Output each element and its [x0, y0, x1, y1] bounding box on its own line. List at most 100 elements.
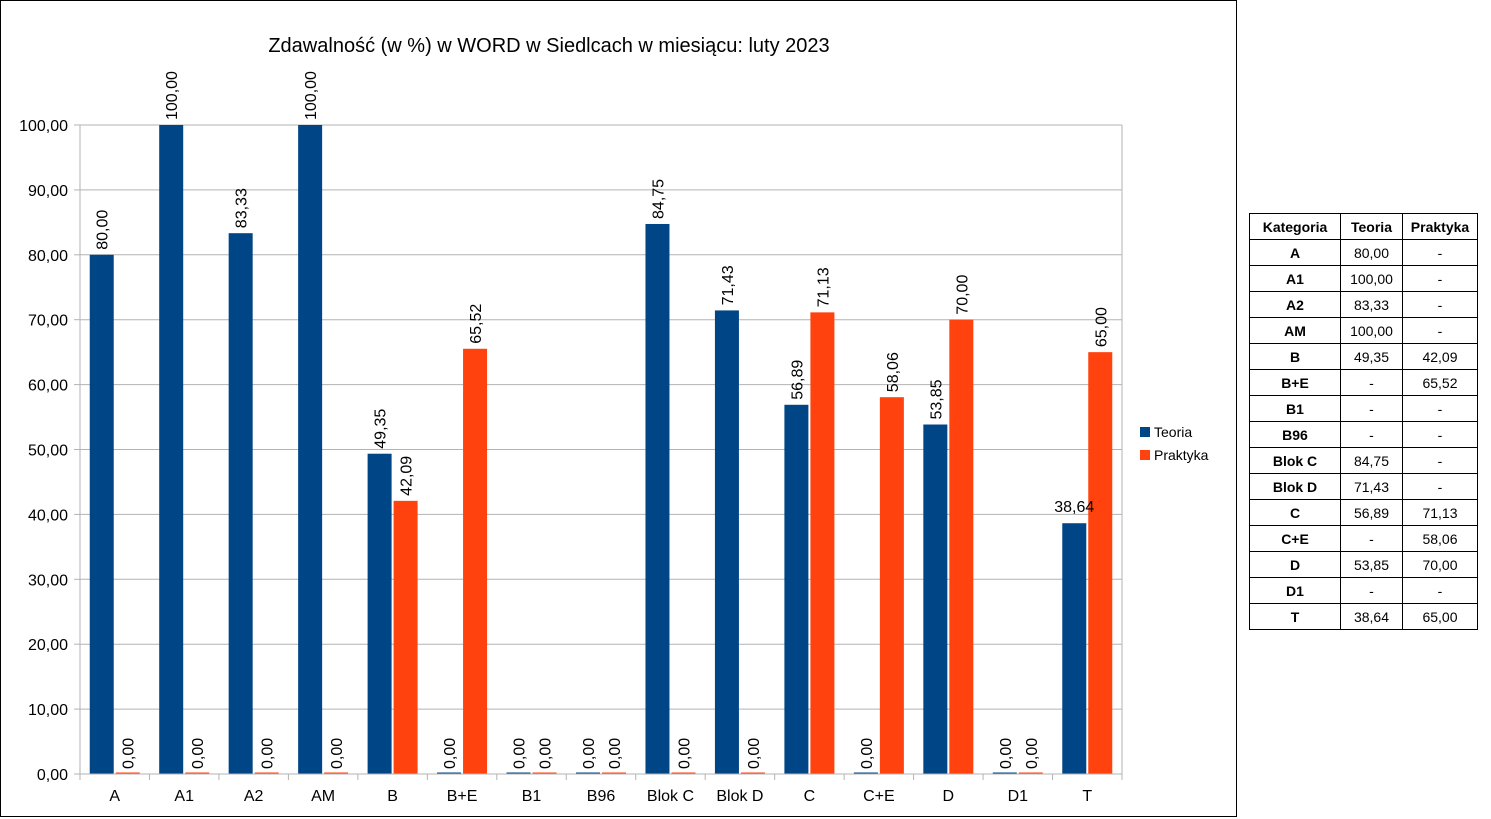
- table-row: A 80,00-: [1249, 239, 1478, 266]
- bar-praktyka: [324, 772, 349, 774]
- table-cell-category: D: [1249, 551, 1341, 578]
- table-cell-praktyka: 65,00: [1402, 603, 1478, 630]
- data-label: 49,35: [373, 409, 390, 449]
- data-label: 0,00: [512, 738, 529, 769]
- bar-praktyka: [115, 772, 140, 774]
- data-label: 0,00: [676, 738, 693, 769]
- x-tick-label: D1: [1008, 788, 1029, 805]
- table-cell-category: B1: [1249, 395, 1341, 422]
- bar-teoria: [159, 125, 184, 774]
- bar-teoria: [298, 125, 323, 774]
- bar-teoria: [89, 254, 114, 775]
- table-header-row: Kategoria Teoria Praktyka: [1249, 213, 1478, 240]
- data-label: 71,43: [720, 265, 737, 305]
- bar-teoria: [576, 772, 600, 774]
- data-label: 70,00: [954, 275, 971, 315]
- bar-teoria: [923, 424, 948, 774]
- data-label: 0,00: [859, 738, 876, 769]
- data-label: 0,00: [1024, 738, 1041, 769]
- table-cell-category: B+E: [1249, 369, 1341, 396]
- bar-praktyka: [949, 319, 974, 774]
- y-tick-label: 30,00: [28, 572, 68, 589]
- x-tick-label: C: [804, 788, 816, 805]
- x-tick-label: D: [943, 788, 955, 805]
- y-tick-label: 50,00: [28, 443, 68, 460]
- table-row: B96- -: [1249, 421, 1478, 448]
- legend: Teoria Praktyka: [1140, 424, 1209, 463]
- table-cell-praktyka: -: [1402, 473, 1478, 500]
- table-row: A2 83,33-: [1249, 291, 1478, 318]
- table-cell-category: AM: [1249, 317, 1341, 344]
- table-cell-praktyka: 65,52: [1402, 369, 1478, 396]
- data-label: 0,00: [442, 738, 459, 769]
- table-row: B+E -65,52: [1249, 369, 1478, 396]
- bar-teoria: [437, 772, 462, 774]
- bar-teoria: [645, 223, 670, 774]
- table-cell-category: A1: [1249, 265, 1341, 292]
- data-label: 71,13: [815, 267, 832, 307]
- bar-praktyka: [393, 500, 418, 774]
- data-label: 53,85: [928, 379, 945, 419]
- x-tick-label: AM: [311, 788, 335, 805]
- table-cell-teoria: 56,89: [1340, 499, 1403, 526]
- legend-swatch-praktyka: [1140, 450, 1150, 460]
- bar-teoria: [1062, 523, 1087, 774]
- table-cell-praktyka: 58,06: [1402, 525, 1478, 552]
- bar-praktyka: [879, 397, 904, 774]
- table-cell-teoria: 100,00: [1340, 265, 1403, 292]
- data-label: 0,00: [121, 738, 138, 769]
- y-tick-label: 90,00: [28, 183, 68, 200]
- x-tick-label: B+E: [447, 788, 478, 805]
- table-cell-category: C: [1249, 499, 1341, 526]
- chart-frame: [0, 0, 1237, 817]
- table-cell-category: C+E: [1249, 525, 1341, 552]
- table-cell-teoria: -: [1340, 395, 1403, 422]
- table-cell-teoria: 49,35: [1340, 343, 1403, 370]
- data-label: 0,00: [581, 738, 598, 769]
- table-cell-teoria: -: [1340, 369, 1403, 396]
- table-cell-teoria: 100,00: [1340, 317, 1403, 344]
- y-tick-label: 70,00: [28, 313, 68, 330]
- table-cell-teoria: 71,43: [1340, 473, 1403, 500]
- chart-title: Zdawalność (w %) w WORD w Siedlcach w mi…: [268, 35, 829, 57]
- table-cell-praktyka: -: [1402, 317, 1478, 344]
- header-praktyka: Praktyka: [1402, 213, 1478, 240]
- table-cell-praktyka: -: [1402, 395, 1478, 422]
- y-tick-label: 60,00: [28, 378, 68, 395]
- table-row: D 53,85 70,00: [1249, 551, 1478, 578]
- x-tick-label: Blok C: [647, 788, 694, 805]
- bar-teoria: [714, 310, 739, 774]
- bar-praktyka: [463, 348, 488, 774]
- table-row: C 56,89 71,13: [1249, 499, 1478, 526]
- x-tick-label: A1: [174, 788, 194, 805]
- table-row: B1- -: [1249, 395, 1478, 422]
- bar-praktyka: [254, 772, 279, 774]
- table-cell-praktyka: -: [1402, 577, 1478, 604]
- y-tick-label: 80,00: [28, 248, 68, 265]
- data-label: 56,89: [789, 360, 806, 400]
- bar-praktyka: [532, 772, 557, 774]
- data-label: 0,00: [538, 738, 555, 769]
- x-tick-label: A: [109, 788, 120, 805]
- data-label: 0,00: [329, 738, 346, 769]
- y-tick-label: 100,00: [19, 118, 68, 135]
- table-cell-category: B96: [1249, 421, 1341, 448]
- table-row: B 49,35 42,09: [1249, 343, 1478, 370]
- bar-praktyka: [810, 312, 835, 774]
- table-cell-praktyka: 70,00: [1402, 551, 1478, 578]
- x-tick-label: B: [387, 788, 398, 805]
- table-row: C+E -58,06: [1249, 525, 1478, 552]
- bar-praktyka: [740, 772, 765, 774]
- table-cell-teoria: 80,00: [1340, 239, 1403, 266]
- table-row: T 38,64 65,00: [1249, 603, 1478, 630]
- table-cell-teoria: 53,85: [1340, 551, 1403, 578]
- x-tick-label: Blok D: [716, 788, 763, 805]
- header-teoria: Teoria: [1340, 213, 1403, 240]
- x-tick-label: T: [1082, 788, 1092, 805]
- data-label: 0,00: [607, 738, 624, 769]
- header-kategoria: Kategoria: [1249, 213, 1341, 240]
- table-row: D1- -: [1249, 577, 1478, 604]
- table-cell-teoria: 84,75: [1340, 447, 1403, 474]
- bar-praktyka: [185, 772, 210, 774]
- data-label: 0,00: [746, 738, 763, 769]
